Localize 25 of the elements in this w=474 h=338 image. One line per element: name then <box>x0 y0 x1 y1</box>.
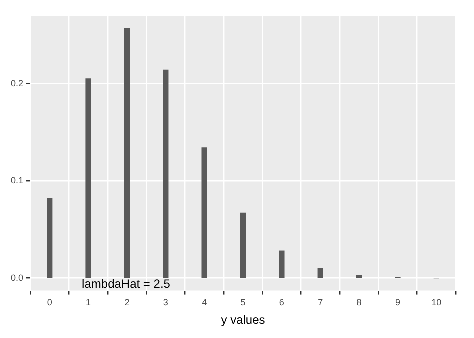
bar <box>47 198 53 278</box>
x-axis-title: y values <box>221 313 266 328</box>
x-tick-label: 1 <box>86 298 92 308</box>
bar <box>163 70 169 278</box>
y-tick-label: 0.0 <box>10 272 24 283</box>
bar <box>318 268 324 278</box>
x-tick-label: 5 <box>240 298 246 308</box>
x-tick-label: 8 <box>356 298 362 308</box>
y-tick-label: 0.1 <box>10 176 24 186</box>
x-tick-label: 6 <box>279 298 284 308</box>
bar <box>240 212 246 278</box>
x-tick-label: 7 <box>318 298 324 308</box>
y-tick-label: 0.2 <box>10 78 24 88</box>
bar <box>86 78 92 278</box>
x-tick-label: 9 <box>395 298 400 308</box>
annotation: lambdaHat = 2.5 <box>82 277 171 292</box>
x-tick-label: 0 <box>47 298 52 308</box>
x-tick-label: 2 <box>124 298 130 308</box>
x-tick-label: 10 <box>432 298 442 308</box>
bar <box>356 275 362 278</box>
bar <box>279 250 285 278</box>
x-tick-label: 4 <box>202 298 208 308</box>
bar <box>124 28 130 278</box>
bar <box>202 148 208 278</box>
x-tick-label: 3 <box>163 298 168 308</box>
